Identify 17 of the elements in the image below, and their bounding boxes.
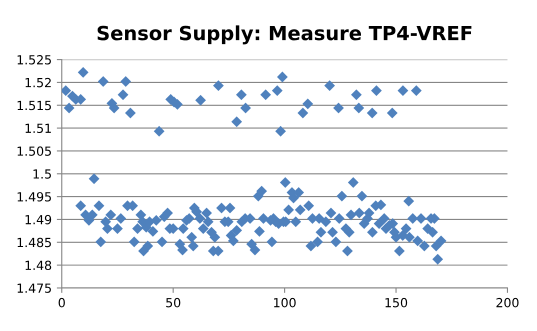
y-tick-label: 1.485: [18, 238, 51, 248]
y-tick-label: 1.475: [18, 284, 51, 293]
y-tick-label: 1.51: [26, 124, 51, 134]
y-tick-label: 1.48: [26, 260, 52, 270]
chart-title: Sensor Supply: Measure TP4-VREF: [98, 25, 472, 44]
y-tick-label: 1.49: [26, 214, 52, 224]
y-tick-label: 1.5: [34, 169, 51, 179]
y-tick-label: 1.505: [18, 146, 51, 156]
y-tick-label: 1.525: [18, 55, 51, 65]
x-tick-label: 100: [274, 298, 296, 308]
x-tick-label: 50: [166, 298, 180, 308]
x-tick-label: 150: [385, 298, 408, 308]
y-tick-label: 1.52: [26, 78, 51, 88]
x-tick-label: 200: [496, 298, 519, 308]
y-tick-label: 1.495: [18, 192, 51, 202]
x-tick-label: 0: [58, 298, 65, 308]
y-tick-label: 1.515: [18, 100, 51, 110]
